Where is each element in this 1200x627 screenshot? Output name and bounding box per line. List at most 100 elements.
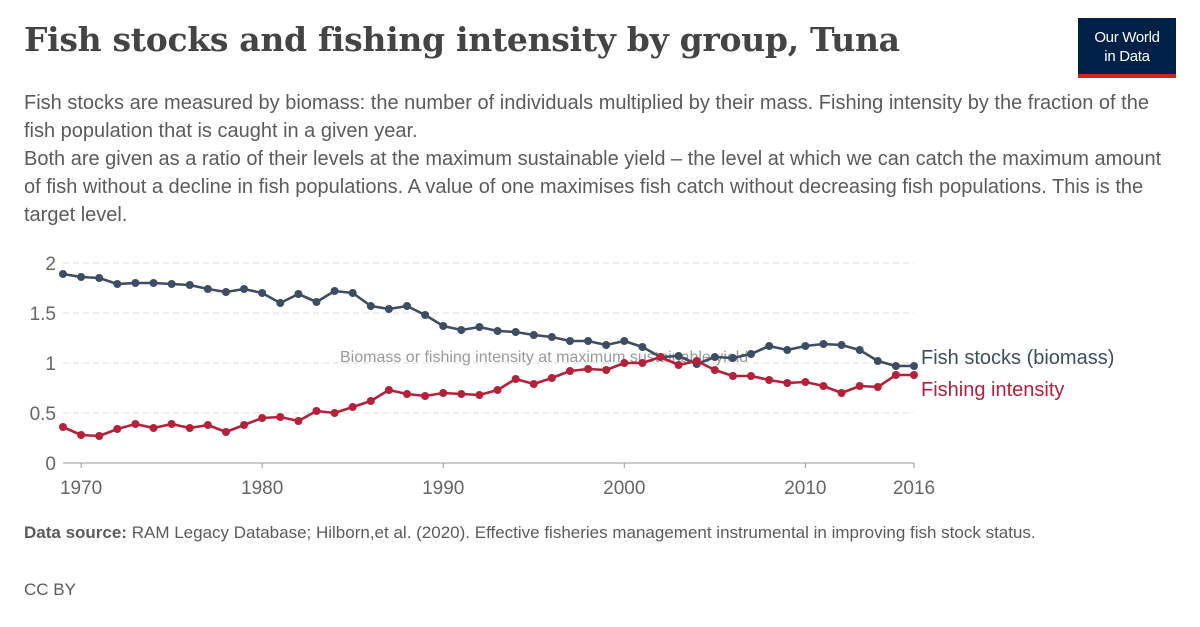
data-point <box>837 389 846 397</box>
data-point <box>656 353 665 361</box>
data-point <box>529 331 538 339</box>
data-point <box>638 343 647 351</box>
logo-line-1: Our World <box>1094 29 1160 46</box>
data-point <box>240 421 249 429</box>
data-point <box>602 341 611 349</box>
data-point <box>403 390 412 398</box>
chart-subtitle: Fish stocks are measured by biomass: the… <box>24 89 1174 229</box>
data-point <box>113 425 122 433</box>
data-point <box>602 366 611 374</box>
data-point <box>113 280 122 288</box>
data-point <box>59 270 67 278</box>
data-point <box>366 397 375 405</box>
chart-title: Fish stocks and fishing intensity by gro… <box>24 20 900 59</box>
data-point <box>710 353 719 361</box>
subtitle-paragraph-1: Fish stocks are measured by biomass: the… <box>24 92 1149 142</box>
data-point <box>276 413 285 421</box>
data-point <box>910 371 918 379</box>
data-point <box>294 417 303 425</box>
data-point <box>457 326 466 334</box>
data-point <box>421 392 430 400</box>
data-point <box>95 432 104 440</box>
data-point <box>185 281 194 289</box>
data-point <box>765 342 774 350</box>
data-point <box>203 421 212 429</box>
data-point <box>819 382 828 390</box>
data-point <box>312 407 321 415</box>
data-point <box>891 362 900 370</box>
data-point <box>276 299 285 307</box>
data-source: Data source: RAM Legacy Database; Hilbor… <box>24 521 1174 545</box>
data-point <box>620 359 629 367</box>
data-point <box>511 328 520 336</box>
series-label-biomass: Fish stocks (biomass) <box>921 347 1114 369</box>
data-point <box>692 357 701 365</box>
data-point <box>547 333 556 341</box>
data-point <box>855 382 864 390</box>
data-point <box>457 390 466 398</box>
data-point <box>77 273 86 281</box>
data-source-text: RAM Legacy Database; Hilborn,et al. (202… <box>131 523 1036 542</box>
y-tick-label: 0 <box>45 454 56 475</box>
data-point <box>584 337 593 345</box>
data-point <box>837 341 846 349</box>
data-point <box>384 305 393 313</box>
data-point <box>240 285 249 293</box>
data-point <box>421 311 430 319</box>
logo-accent-bar <box>1078 74 1176 78</box>
data-point <box>747 372 756 380</box>
data-point <box>891 371 900 379</box>
license-text: CC BY <box>24 580 76 599</box>
data-point <box>366 302 375 310</box>
data-point <box>77 431 86 439</box>
data-point <box>493 327 502 335</box>
data-point <box>783 346 792 354</box>
x-tick-label: 1990 <box>422 478 464 499</box>
data-point <box>873 357 882 365</box>
data-point <box>873 383 882 391</box>
data-point <box>674 352 683 360</box>
data-point <box>384 386 393 394</box>
data-point <box>765 376 774 384</box>
data-point <box>565 367 574 375</box>
data-point <box>710 366 719 374</box>
x-tick-label: 2016 <box>893 478 935 499</box>
data-point <box>728 354 737 362</box>
data-point <box>439 389 448 397</box>
data-point <box>330 409 339 417</box>
subtitle-paragraph-2: Both are given as a ratio of their level… <box>24 148 1162 226</box>
data-point <box>511 375 520 383</box>
data-point <box>584 365 593 373</box>
data-point <box>475 323 484 331</box>
data-point <box>855 346 864 354</box>
data-point <box>529 380 538 388</box>
data-point <box>638 359 647 367</box>
data-point <box>131 279 140 287</box>
data-point <box>819 340 828 348</box>
y-tick-label: 1.5 <box>30 304 56 325</box>
data-point <box>403 302 412 310</box>
data-point <box>149 424 158 432</box>
data-point <box>167 420 176 428</box>
data-point <box>728 372 737 380</box>
data-point <box>801 378 810 386</box>
data-point <box>185 424 194 432</box>
data-point <box>910 362 918 370</box>
data-point <box>565 337 574 345</box>
data-point <box>475 391 484 399</box>
data-point <box>674 361 683 369</box>
data-source-label: Data source: <box>24 523 127 542</box>
y-tick-label: 2 <box>45 254 56 275</box>
data-point <box>547 374 556 382</box>
x-tick-label: 2010 <box>784 478 826 499</box>
data-point <box>221 288 230 296</box>
data-point <box>747 350 756 358</box>
series-label-intensity: Fishing intensity <box>921 379 1064 401</box>
logo-line-2: in Data <box>1104 48 1150 65</box>
data-point <box>95 274 104 282</box>
x-tick-label: 1970 <box>60 478 102 499</box>
data-point <box>783 379 792 387</box>
data-point <box>348 289 357 297</box>
owid-logo[interactable]: Our World in Data <box>1078 18 1176 78</box>
